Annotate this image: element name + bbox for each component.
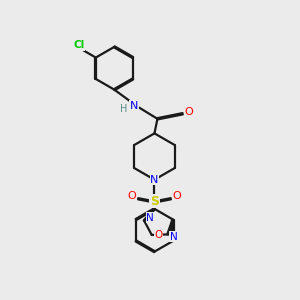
Text: N: N — [170, 232, 178, 242]
Text: O: O — [154, 230, 162, 240]
Text: O: O — [185, 107, 194, 117]
Text: N: N — [150, 175, 159, 185]
Text: N: N — [146, 213, 154, 223]
Text: N: N — [130, 101, 138, 111]
Text: H: H — [121, 104, 128, 114]
Text: Cl: Cl — [73, 40, 85, 50]
Text: O: O — [173, 191, 182, 201]
Text: S: S — [150, 195, 159, 208]
Text: O: O — [128, 191, 136, 201]
